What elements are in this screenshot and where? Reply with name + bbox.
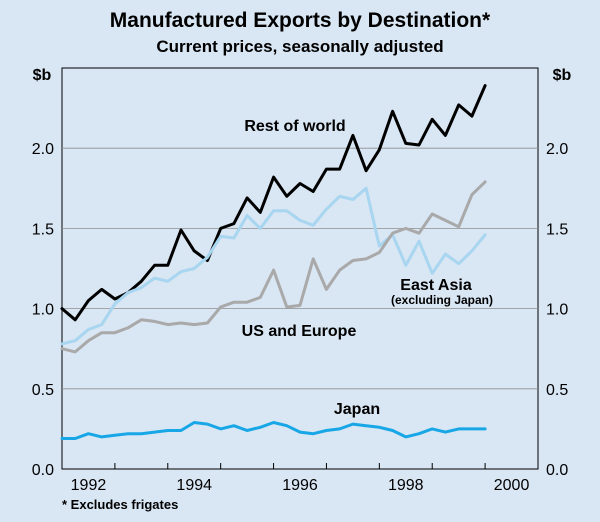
y-tick-label-left: 0.0 <box>32 462 54 479</box>
chart-subtitle: Current prices, seasonally adjusted <box>156 37 444 56</box>
y-tick-label-right: 1.0 <box>546 302 568 319</box>
series-line-us-and-europe <box>60 180 487 354</box>
x-tick-label: 1994 <box>176 477 212 494</box>
series-line-east-asia <box>60 186 487 346</box>
series-label-east-asia: East Asia <box>400 277 472 294</box>
y-unit-left: $b <box>33 67 52 84</box>
series-label-rest-of-world: Rest of world <box>244 118 345 135</box>
y-tick-label-right: 0.0 <box>546 462 568 479</box>
series-line-japan <box>60 421 487 440</box>
series-label-east-asia-sub: (excluding Japan) <box>391 293 493 307</box>
y-tick-label-right: 0.5 <box>546 382 568 399</box>
series-label-japan: Japan <box>334 401 380 418</box>
series-line-rest-of-world <box>60 84 487 322</box>
series-label-us-europe: US and Europe <box>242 323 357 340</box>
x-tick-label: 2000 <box>494 477 530 494</box>
footnote: * Excludes frigates <box>62 497 179 512</box>
y-tick-label-left: 2.0 <box>32 141 54 158</box>
x-tick-label: 1998 <box>388 477 424 494</box>
y-tick-label-right: 2.0 <box>546 141 568 158</box>
chart-title: Manufactured Exports by Destination* <box>109 9 491 32</box>
y-tick-label-right: 1.5 <box>546 221 568 238</box>
y-tick-label-left: 0.5 <box>32 382 54 399</box>
plot-area <box>61 67 539 470</box>
y-tick-label-left: 1.0 <box>32 302 54 319</box>
x-tick-label: 1996 <box>282 477 318 494</box>
x-tick-label: 1992 <box>71 477 107 494</box>
y-tick-label-left: 1.5 <box>32 221 54 238</box>
y-unit-right: $b <box>553 67 572 84</box>
